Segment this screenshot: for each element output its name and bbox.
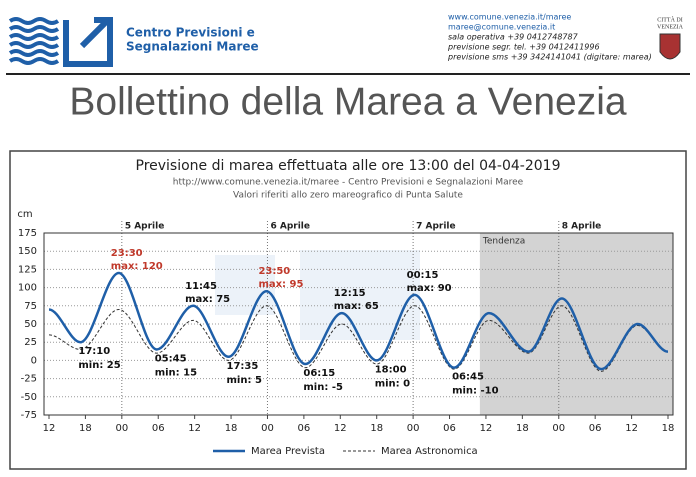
annotation-label: min: -10 xyxy=(452,386,499,397)
annotation-time: 17:10 xyxy=(78,346,110,357)
x-tick-label: 18 xyxy=(662,423,675,434)
y-tick-label: -75 xyxy=(21,410,37,421)
annotation-label: max: 65 xyxy=(334,301,379,312)
legend-label: Marea Prevista xyxy=(251,446,325,457)
contact-line: www.comune.venezia.it/maree xyxy=(448,13,571,22)
x-tick-label: 06 xyxy=(443,423,456,434)
contact-line: sala operativa +39 0412748787 xyxy=(448,33,579,42)
annotation-time: 23:50 xyxy=(258,266,290,277)
y-tick-label: 25 xyxy=(24,337,37,348)
y-tick-label: 75 xyxy=(24,301,37,312)
annotation-label: min: -5 xyxy=(303,382,343,393)
y-tick-label: 175 xyxy=(18,228,37,239)
contact-line: previsione sms +39 3424141041 (digitare:… xyxy=(447,53,652,62)
annotation-time: 06:15 xyxy=(303,368,335,379)
chart-subtitle: Valori riferiti allo zero mareografico d… xyxy=(233,191,463,201)
x-tick-label: 06 xyxy=(298,423,311,434)
annotation-time: 00:15 xyxy=(407,270,439,281)
annotation-time: 11:45 xyxy=(185,281,217,292)
contact-line: previsione segr. tel. +39 0412411996 xyxy=(447,43,600,52)
y-axis-label: cm xyxy=(17,209,32,220)
series-line xyxy=(48,305,669,372)
annotation-time: 06:45 xyxy=(452,372,484,383)
day-label: 7 Aprile xyxy=(416,222,456,232)
annotation-time: 23:30 xyxy=(111,248,143,259)
city-emblem xyxy=(659,33,681,60)
chart-title: Previsione di marea effettuata alle ore … xyxy=(136,158,561,174)
x-tick-label: 12 xyxy=(188,423,201,434)
y-tick-label: 125 xyxy=(18,264,37,275)
plot-frame xyxy=(43,232,674,416)
y-tick-label: 0 xyxy=(31,355,37,366)
annotation-time: 05:45 xyxy=(155,353,187,364)
annotation-label: min: 5 xyxy=(227,375,262,386)
annotation-label: max: 75 xyxy=(185,294,230,305)
annotation-label: max: 95 xyxy=(258,279,303,290)
annotation-label: max: 120 xyxy=(111,261,163,272)
logo xyxy=(8,17,113,67)
x-tick-label: 06 xyxy=(589,423,602,434)
city-label: VENEZIA xyxy=(657,24,684,30)
legend-label: Marea Astronomica xyxy=(381,446,478,457)
y-tick-label: 50 xyxy=(24,319,37,330)
y-tick-label: 100 xyxy=(18,283,37,294)
annotation-time: 12:15 xyxy=(334,288,366,299)
day-label: 6 Aprile xyxy=(270,222,310,232)
org-name: Centro Previsioni e xyxy=(126,26,255,40)
tendenza-label: Tendenza xyxy=(482,237,525,247)
x-tick-label: 06 xyxy=(152,423,165,434)
x-tick-label: 12 xyxy=(43,423,56,434)
x-tick-label: 00 xyxy=(115,423,128,434)
day-label: 8 Aprile xyxy=(562,222,602,232)
x-tick-label: 18 xyxy=(79,423,92,434)
x-tick-label: 12 xyxy=(625,423,638,434)
x-tick-label: 12 xyxy=(480,423,493,434)
annotation-label: min: 0 xyxy=(375,378,410,389)
annotation-time: 18:00 xyxy=(375,364,407,375)
y-tick-label: 150 xyxy=(18,246,37,257)
series-line xyxy=(48,271,669,371)
chart-subtitle: http://www.comune.venezia.it/maree - Cen… xyxy=(173,178,524,188)
x-tick-label: 00 xyxy=(407,423,420,434)
plot: Tendenza 175 150 125 100 75 50 25 0 -25 -50 -75 12 18… xyxy=(18,221,674,457)
x-tick-label: 00 xyxy=(552,423,565,434)
annotation-label: min: 25 xyxy=(78,360,120,371)
annotation-label: min: 15 xyxy=(155,367,197,378)
x-tick-label: 18 xyxy=(370,423,383,434)
page-title: Bollettino della Marea a Venezia xyxy=(69,80,627,123)
day-label: 5 Aprile xyxy=(125,222,165,232)
x-tick-label: 18 xyxy=(225,423,238,434)
annotation-time: 17:35 xyxy=(227,361,259,372)
y-tick-label: -50 xyxy=(21,392,37,403)
annotation-label: max: 90 xyxy=(407,283,452,294)
org-name: Segnalazioni Maree xyxy=(126,40,259,54)
contact-line: maree@comune.venezia.it xyxy=(448,23,555,32)
x-tick-label: 12 xyxy=(334,423,347,434)
x-tick-label: 18 xyxy=(516,423,529,434)
y-tick-label: -25 xyxy=(21,374,37,385)
city-label: CITTÀ DI xyxy=(657,15,683,23)
watermark xyxy=(215,250,420,340)
x-tick-label: 00 xyxy=(261,423,274,434)
